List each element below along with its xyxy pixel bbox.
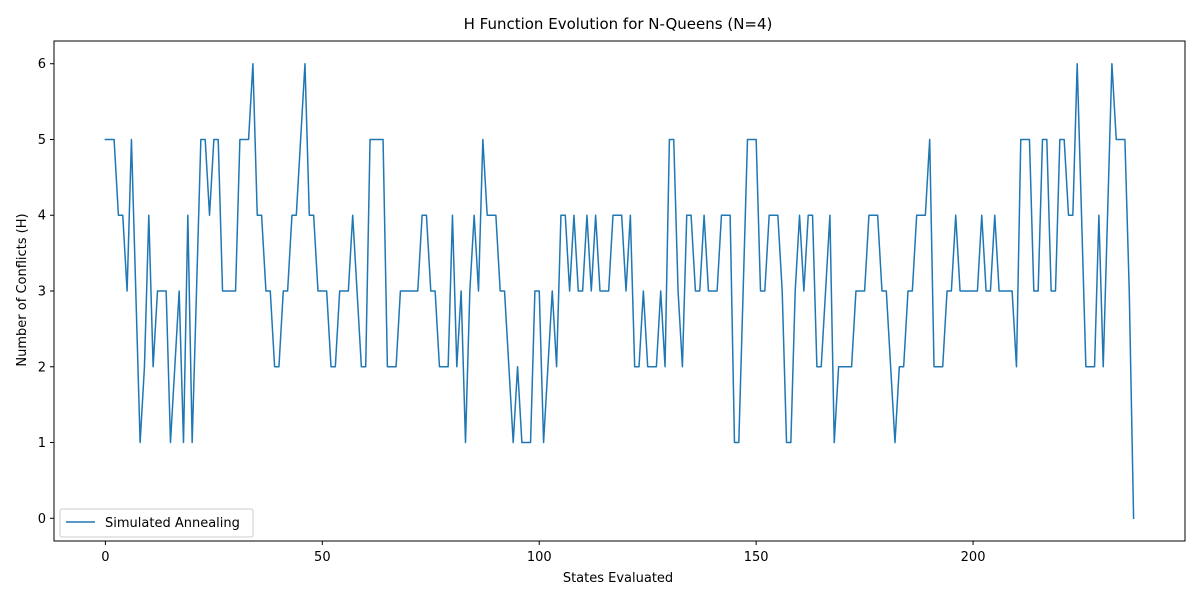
y-tick-label: 2 <box>38 360 46 375</box>
series-line-0 <box>104 62 1135 520</box>
legend-frame <box>59 508 254 538</box>
y-tick-label: 6 <box>38 57 46 72</box>
x-tick-label: 150 <box>744 550 769 565</box>
chart-title: H Function Evolution for N-Queens (N=4) <box>464 15 773 33</box>
y-tick-label: 1 <box>38 436 46 451</box>
x-tick-label: 200 <box>961 550 986 565</box>
x-tick-label: 50 <box>314 550 331 565</box>
x-tick-label: 100 <box>527 550 552 565</box>
y-tick-label: 0 <box>38 512 46 527</box>
y-tick-label: 5 <box>38 133 46 148</box>
y-axis-label: Number of Conflicts (H) <box>15 213 30 366</box>
legend-label-simulated-annealing: Simulated Annealing <box>105 516 240 531</box>
y-tick-label: 4 <box>38 209 46 224</box>
y-tick-label: 3 <box>38 285 46 300</box>
x-tick-label: 0 <box>101 550 109 565</box>
legend: Simulated Annealing <box>59 508 254 538</box>
x-axis-label: States Evaluated <box>563 571 673 586</box>
